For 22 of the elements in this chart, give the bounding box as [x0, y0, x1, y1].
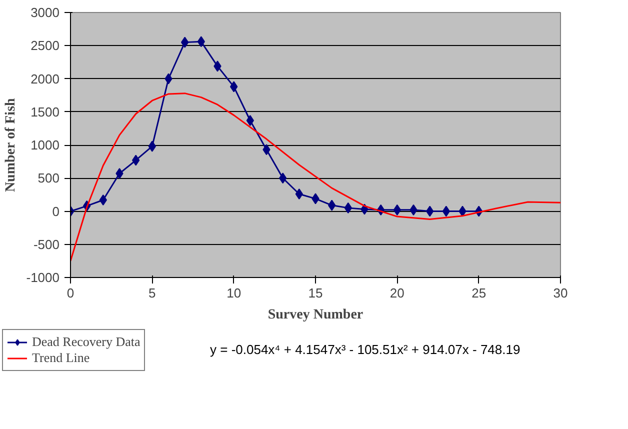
- x-tick-label: 20: [390, 286, 404, 300]
- x-tick-label: 0: [66, 286, 74, 300]
- y-tick-label: 1500: [30, 104, 60, 120]
- x-axis-title: Survey Number: [268, 308, 364, 322]
- y-tick-label: 2000: [30, 71, 60, 86]
- y-tick-label: 500: [38, 170, 60, 186]
- y-tick-label: 0: [52, 204, 60, 219]
- line-series: [70, 92, 560, 262]
- x-tick-label: 30: [553, 286, 568, 300]
- y-tick-label: 3000: [30, 5, 60, 20]
- x-tick-label: 10: [226, 286, 242, 300]
- y-tick-label: -1000: [26, 270, 60, 285]
- legend-label: Trend Line: [32, 350, 90, 366]
- y-tick-label: -500: [33, 236, 60, 252]
- x-tick-label: 25: [472, 286, 486, 300]
- y-tick-label: 2500: [30, 38, 60, 54]
- y-axis-title: Number of Fish: [3, 98, 18, 192]
- text: y = -0.054x⁴ + 4.1547x³ - 105.51x² + 914.07x - 748.19: [210, 341, 520, 359]
- x-tick-label: 5: [148, 286, 156, 300]
- y-tick-label: 1000: [30, 138, 60, 152]
- legend-label: Dead Recovery Data: [32, 334, 140, 350]
- x-tick-label: 15: [308, 286, 323, 300]
